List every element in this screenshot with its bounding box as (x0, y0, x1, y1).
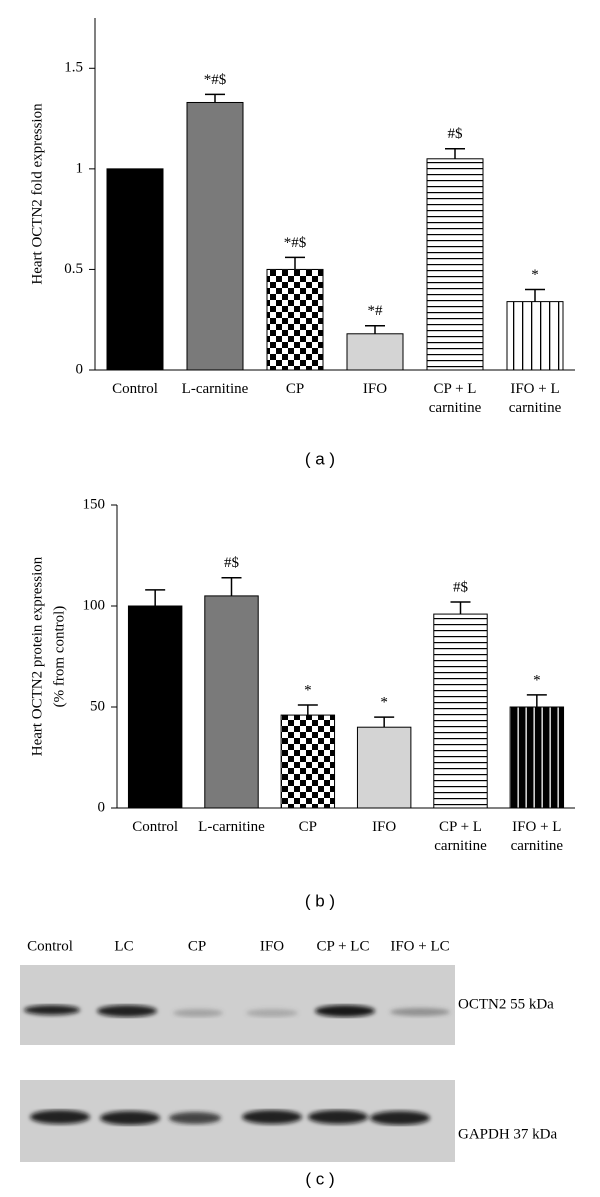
significance-label: * (304, 682, 312, 698)
x-tick-label-text: L-carnitine (198, 819, 265, 835)
error-bar (297, 704, 318, 716)
x-tick-label-text: L-carnitine (181, 381, 249, 397)
y-tick-label: 50 (90, 698, 105, 714)
x-tick-label: IFO (330, 380, 420, 399)
significance-label: *#$ (284, 235, 307, 251)
blot-images (20, 965, 455, 1162)
x-tick-label: IFO + L carnitine (490, 380, 580, 418)
x-tick-label-text: IFO + L carnitine (510, 819, 564, 854)
bar (280, 714, 336, 809)
y-axis-subtitle: (% from control) (51, 606, 67, 708)
lane-label: Control (27, 938, 73, 954)
error-bar (450, 601, 471, 615)
x-tick-label: L-carnitine (187, 818, 277, 837)
bar (426, 158, 484, 371)
error-bar (374, 716, 395, 728)
error-bar (365, 324, 385, 334)
bar (433, 613, 488, 809)
x-tick-label: CP (263, 818, 353, 837)
x-tick-label-text: CP (298, 819, 317, 835)
x-tick-label-text: CP + L carnitine (428, 381, 482, 416)
significance-label: *#$ (204, 72, 227, 88)
blot-row-label: GAPDH 37 kDa (458, 1126, 558, 1142)
significance-label: #$ (224, 555, 240, 571)
bar (346, 333, 404, 371)
x-tick-label: L-carnitine (170, 380, 260, 399)
x-tick-label-text: CP (285, 381, 305, 397)
y-tick-label: 0.5 (64, 261, 83, 277)
bar (356, 726, 412, 809)
y-tick-label: 0 (76, 361, 84, 377)
y-tick-label: 1.5 (64, 60, 83, 76)
significance-label: #$ (448, 126, 464, 142)
x-tick-label-text: IFO (362, 381, 388, 397)
blot-row-label: OCTN2 55 kDa (458, 996, 554, 1012)
significance-label: *# (368, 303, 384, 319)
x-tick-label: CP + L carnitine (410, 380, 500, 418)
y-tick-label: 1 (76, 160, 84, 176)
blot-membrane (20, 965, 455, 1045)
bar (186, 101, 244, 371)
x-tick-label-text: IFO + L carnitine (508, 381, 562, 416)
panel-label: ( a ) (305, 449, 335, 468)
lane-label: LC (114, 938, 133, 954)
x-tick-label-text: IFO (372, 819, 397, 835)
bar (506, 301, 564, 371)
error-bar (445, 147, 465, 159)
lane-label: IFO (260, 938, 284, 954)
error-bar (221, 576, 242, 596)
bar (204, 595, 259, 809)
y-tick-label: 150 (83, 496, 106, 512)
y-tick-label: 100 (83, 597, 106, 613)
panel-label: ( c ) (305, 1169, 334, 1188)
significance-label: * (533, 672, 541, 688)
error-bar (525, 288, 545, 302)
y-tick-label: 0 (98, 799, 106, 815)
error-bar (145, 589, 166, 606)
x-tick-label: Control (90, 380, 180, 399)
y-axis-title: Heart OCTN2 fold expression (29, 103, 45, 285)
error-bar (526, 694, 547, 707)
x-tick-label: CP + L carnitine (416, 818, 506, 856)
x-tick-label-text: Control (132, 819, 179, 835)
x-tick-label: IFO + L carnitine (492, 818, 582, 856)
significance-label: #$ (453, 579, 469, 595)
x-tick-label-text: Control (112, 381, 158, 397)
panel-label: ( b ) (305, 891, 335, 910)
bar (266, 268, 324, 371)
x-tick-label: Control (110, 818, 200, 837)
y-axis-title: Heart OCTN2 protein expression (29, 556, 45, 756)
x-tick-label-text: CP + L carnitine (434, 819, 487, 854)
error-bar (285, 256, 305, 270)
bar (509, 706, 565, 809)
lane-label: IFO + LC (390, 938, 449, 954)
bar (106, 168, 164, 371)
x-tick-label: CP (250, 380, 340, 399)
significance-label: * (531, 267, 539, 283)
x-tick-label: IFO (339, 818, 429, 837)
lane-label: CP (188, 938, 206, 954)
bar (127, 605, 183, 809)
error-bar (205, 93, 225, 103)
significance-label: * (380, 695, 388, 711)
lane-label: CP + LC (317, 938, 370, 954)
